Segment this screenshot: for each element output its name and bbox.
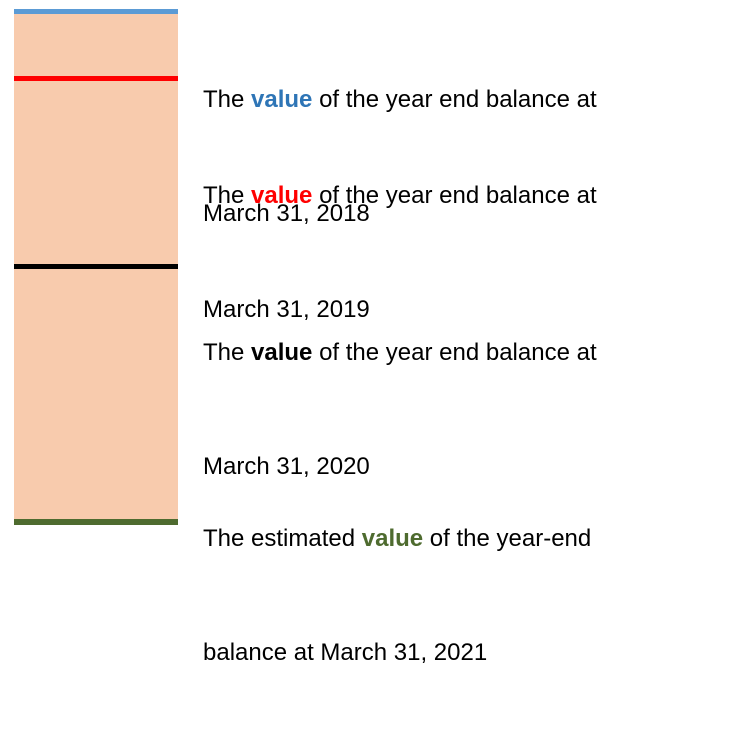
marker-2021	[14, 519, 178, 525]
highlight: value	[251, 182, 313, 209]
line: The value of the year end balance at	[203, 334, 597, 372]
line: March 31, 2018	[203, 200, 370, 227]
text: of the year end balance at	[312, 86, 597, 113]
text: of the year-end	[423, 525, 592, 552]
label-2020: The value of the year end balance at Mar…	[203, 258, 597, 562]
line: The value of the year end balance at	[203, 81, 597, 119]
label-2021: The estimated value of the year-end bala…	[203, 444, 591, 748]
highlight: value	[251, 339, 313, 366]
text: The	[203, 86, 252, 113]
label-2018: The value of the year end balance at Mar…	[203, 5, 597, 309]
marker-2020	[14, 264, 178, 269]
line: The value of the year end balance at	[203, 177, 597, 215]
text: of the year end balance at	[312, 182, 597, 209]
highlight: value	[251, 86, 313, 113]
page: The value of the year end balance at Mar…	[14, 5, 597, 666]
line: The estimated value of the year-end	[203, 520, 591, 558]
line: balance at March 31, 2021	[203, 639, 488, 666]
text: The estimated	[203, 525, 362, 552]
label-2019: The value of the year end balance at Mar…	[203, 101, 597, 405]
text: of the year end balance at	[312, 339, 597, 366]
line: March 31, 2020	[203, 453, 370, 480]
text: The	[203, 339, 252, 366]
marker-2018	[14, 9, 178, 14]
line: March 31, 2019	[203, 296, 370, 323]
marker-2019	[14, 76, 178, 81]
highlight: value	[361, 525, 424, 552]
text: The	[203, 182, 252, 209]
